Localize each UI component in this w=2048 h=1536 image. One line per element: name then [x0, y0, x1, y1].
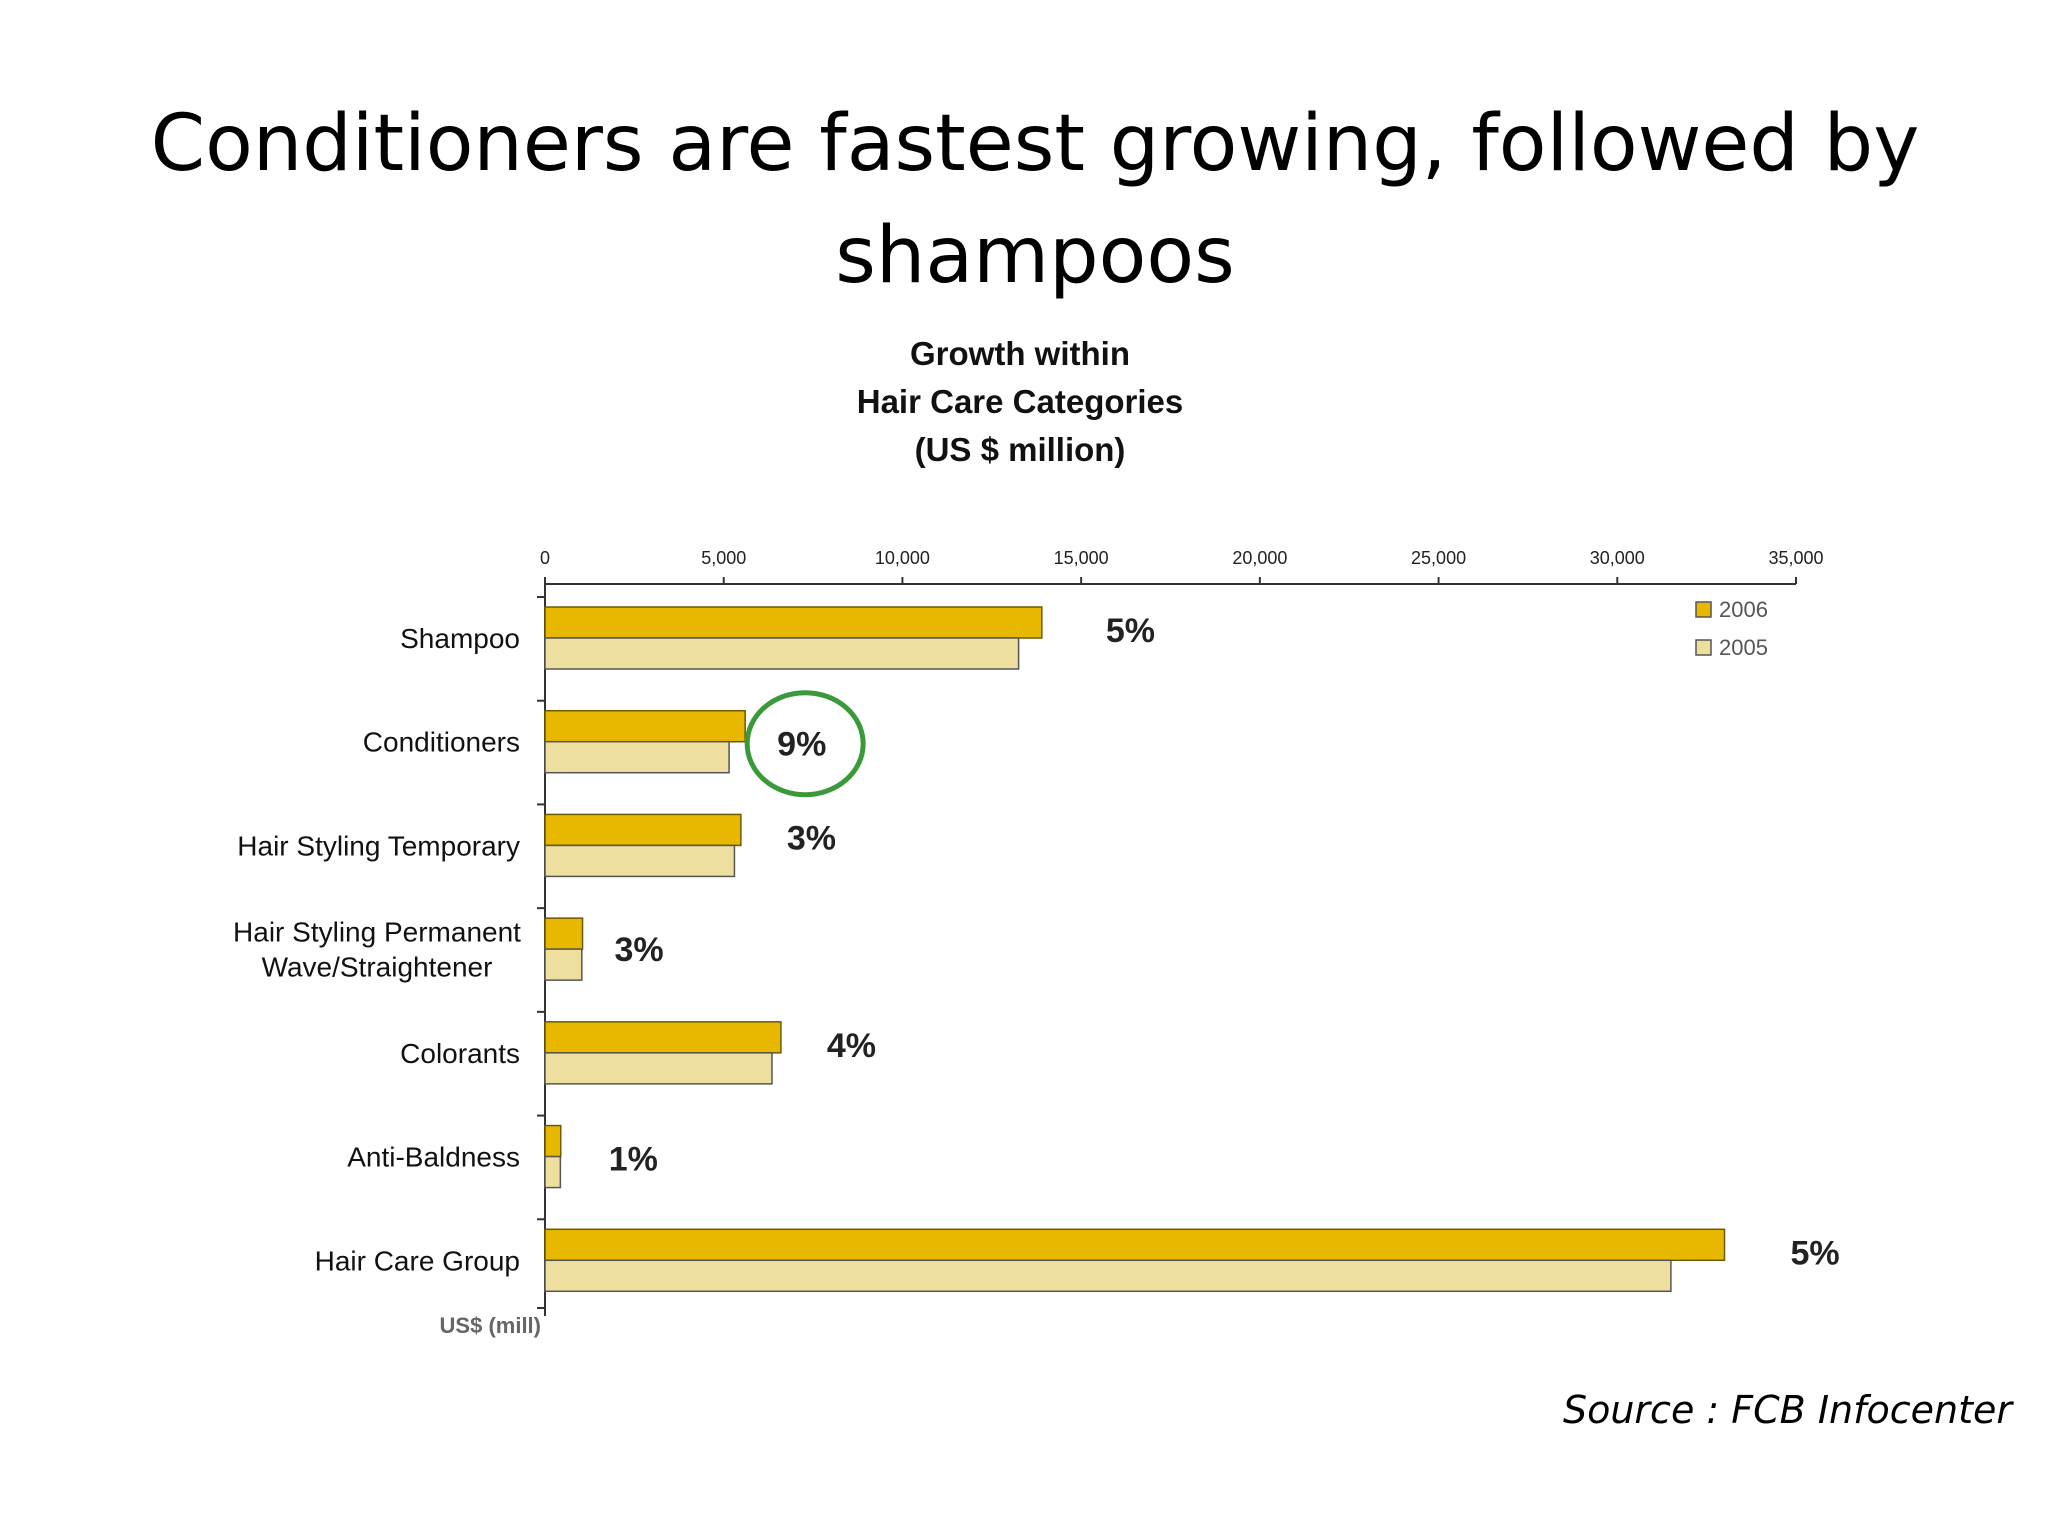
chart-title-line-1: Growth within	[910, 335, 1130, 372]
category-label: Wave/Straightener	[262, 952, 493, 983]
bar-2006	[544, 709, 746, 743]
bar-2006	[544, 1124, 562, 1158]
growth-label: 4%	[827, 1027, 876, 1065]
unit-label: US$ (mill)	[440, 1313, 541, 1338]
x-tick-label: 35,000	[1768, 548, 1823, 568]
bar-2005	[544, 1259, 1672, 1293]
bar-2006	[544, 1228, 1726, 1262]
bar-2005	[544, 844, 736, 878]
bar-2005	[544, 1155, 562, 1189]
bar-2005	[544, 948, 583, 981]
x-tick-label: 25,000	[1411, 548, 1466, 568]
x-tick-label: 5,000	[701, 548, 746, 568]
growth-label: 3%	[787, 819, 836, 857]
bar-2006	[544, 1021, 782, 1054]
bar-2005	[544, 1052, 773, 1085]
x-tick-label: 20,000	[1232, 548, 1287, 568]
category-label: Hair Styling Temporary	[237, 830, 520, 861]
legend-swatch	[1695, 639, 1712, 656]
x-tick-label: 30,000	[1590, 548, 1645, 568]
chart-title: Growth within Hair Care Categories (US $…	[720, 330, 1320, 474]
category-label: Anti-Baldness	[347, 1142, 520, 1173]
bar-2005	[544, 637, 1020, 670]
growth-label: 5%	[1791, 1234, 1840, 1272]
chart-title-line-3: (US $ million)	[914, 431, 1126, 468]
bar-2006	[544, 813, 742, 847]
bar-2006	[544, 917, 584, 950]
category-label: Hair Styling Permanent	[233, 917, 521, 948]
slide-title-line-1: Conditioners are fastest growing, follow…	[150, 99, 1920, 189]
bar-2005	[544, 740, 730, 774]
x-tick-label: 0	[540, 548, 550, 568]
x-tick-label: 10,000	[875, 548, 930, 568]
growth-label: 9%	[777, 726, 826, 764]
slide-title-line-2: shampoos	[835, 211, 1235, 301]
growth-label: 1%	[609, 1141, 658, 1179]
category-label: Shampoo	[400, 623, 520, 654]
legend-label: 2005	[1719, 635, 1768, 660]
slide-title: Conditioners are fastest growing, follow…	[100, 88, 1970, 312]
legend-swatch	[1695, 601, 1712, 618]
highlight-circle	[744, 690, 866, 798]
legend-label: 2006	[1719, 597, 1768, 622]
bar-2006	[544, 606, 1043, 639]
x-tick-label: 15,000	[1054, 548, 1109, 568]
category-label: Hair Care Group	[315, 1245, 520, 1276]
category-label: Colorants	[400, 1038, 520, 1069]
source-note: Source : FCB Infocenter	[1562, 1388, 2012, 1432]
chart-title-line-2: Hair Care Categories	[856, 383, 1184, 420]
category-label: Conditioners	[363, 727, 520, 758]
growth-label: 3%	[615, 931, 664, 969]
growth-label: 5%	[1106, 612, 1155, 650]
